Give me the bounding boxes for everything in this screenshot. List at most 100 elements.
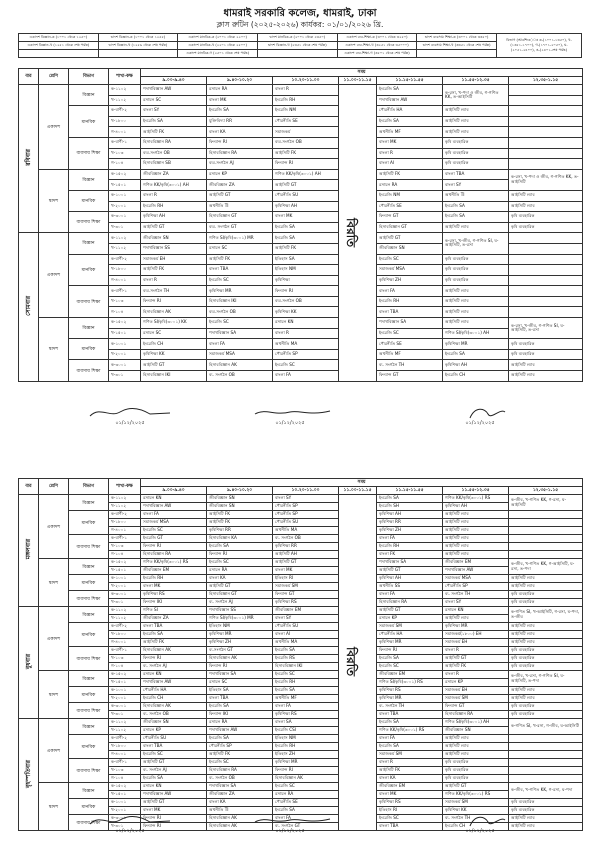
class-period: পদার্থবিজ্ঞান SA: [206, 327, 273, 340]
college-title: ধামরাই সরকারি কলেজ, ধামরাই, ঢাকা: [223, 8, 377, 19]
table-row: খ-৩০১ হিসাববিজ্ঞান IKI ব্য. সংগঠন OB বাংলা …: [19, 370, 584, 382]
table-row: খ-১১০২ পদার্থবিজ্ঞান SS রসায়ন SC আইসিটি FK…: [19, 242, 584, 255]
class-period: আইসিটি FK: [376, 168, 443, 181]
info-cell: একাদশ মানবিক-খ (২২০১ থেকে ২৫০০): [177, 41, 258, 50]
class-period: আইসিটি GT: [140, 221, 207, 234]
header-row: বার শ্রেণি বিভাগ শাখা-কক্ষ সময়: [18, 478, 584, 495]
class-cell: দ্বাদশ: [38, 558, 69, 607]
section-room: ক-বাণী-২: [108, 510, 141, 519]
class-period: ইংরেজি SC: [206, 274, 273, 287]
class-period: আইসিটি ল্যাব: [507, 574, 584, 583]
class-period: ইংরেজি SC: [272, 670, 339, 679]
table-row: মানবিক ক-১০০১ বাংলা R আইসিটি GT পৌরনীতি SU ইং…: [19, 189, 584, 213]
info-cell: একাদশ বিজ্ঞান-ক (১০০১ থেকে ১২৫০): [18, 33, 99, 42]
section-room: ক-বাণী-১: [108, 534, 141, 543]
signature-icon: [89, 407, 171, 417]
class-period: আইসিটি GT: [272, 558, 339, 567]
class-period: কৃষিশিক্ষা MR: [376, 638, 443, 647]
class-period: জীববিজ্ঞান EM: [140, 566, 207, 575]
class-period: যুক্তিবিদ্যা RR: [206, 115, 273, 128]
class-period: ইংরেজি RH: [272, 742, 339, 751]
section-room: ক-১৫০২: [108, 558, 141, 567]
table-row: গ-৪০০১ ইংরেজি SC আইসিটি FK ইতিহাস ZH সমাজকর্…: [19, 750, 584, 759]
class-period: ইংরেজি SA: [442, 211, 509, 223]
class-period: [507, 734, 584, 743]
class-period: রসায়ন SC: [140, 94, 207, 107]
section-room: ক-৩০০১: [108, 702, 141, 711]
class-period: ব্য. সংগঠন AJ: [140, 662, 207, 671]
class-period: বাংলা FA: [272, 370, 339, 382]
class-period: আইসিটি ল্যাব: [442, 285, 509, 297]
department-cell: ব্যবসায় শিক্ষা: [68, 211, 109, 234]
class-period: কৃষি ব্যবহারিক: [442, 758, 509, 767]
class-period: পদার্থবিজ্ঞান AW: [140, 678, 207, 687]
class-period: পৌরনীতি HA: [140, 686, 207, 695]
class-period: আইসিটি ল্যাব: [442, 534, 509, 543]
class-period: আইসিটি ল্যাব: [442, 614, 509, 623]
class-period: কৃষি ব্যবহারিক: [507, 662, 584, 671]
section-room: খ-১৮০০: [108, 264, 141, 276]
class-period: গণিত SI/কৃষি(৩০০১) MR: [206, 232, 273, 244]
table-row: ব্যবসায় শিক্ষা ক-৩০০১ আইসিটি GT হিসাববিজ্ঞ…: [19, 359, 584, 382]
class-period: কৃষিশিক্ষা AH: [272, 200, 339, 213]
department-cell: মানবিক: [68, 338, 109, 361]
class-period: বাংলা R: [442, 646, 509, 655]
class-period: আইসিটি ল্যাব: [442, 115, 509, 128]
column-header-section: শাখা-কক্ষ: [108, 478, 141, 495]
class-period: গণিত KK/কৃষি(৩০০১) AH: [272, 168, 339, 181]
section-room: গ-৪০০১: [108, 526, 141, 535]
table-row: খ-১৫০১ পদার্থবিজ্ঞান AW জীববিজ্ঞান ZA রসায়…: [19, 790, 583, 799]
day-name: মঙ্গলবার: [25, 539, 32, 560]
class-cell: দ্বাদশ: [38, 317, 69, 382]
department-cell: মানবিক: [68, 574, 109, 591]
section-room: খ-১৮০০: [108, 115, 141, 128]
class-period: কৃষিশিক্ষা RR: [376, 518, 443, 527]
class-period: আইসিটি GT: [376, 232, 443, 244]
class-period: আইসিটি FK: [140, 264, 207, 276]
class-period: ইংরেজি SA: [376, 84, 443, 96]
info-row: একাদশ বিজ্ঞান-ক (১০০১ থেকে ১২৫০) দ্বাদশ ব…: [18, 33, 582, 58]
section-room: খ-২০০১: [108, 348, 141, 361]
class-period: পৌরনীতি HA: [376, 105, 443, 117]
department-cell: ব্যবসায় শিক্ষা: [68, 590, 109, 607]
class-period: রসায়ন KP: [376, 614, 443, 623]
info-row: একাদশ মানবিক-গ (২৫০১ থেকে শেষ পর্যন্ত) এক…: [18, 49, 582, 58]
class-period: ইংরেজি RH: [140, 574, 207, 583]
class-period: সমাজকর্ম SM: [442, 798, 509, 807]
class-period: ইংরেজি SA: [376, 115, 443, 128]
class-period: অর্থনীতি MF: [376, 348, 443, 361]
signature-block: ০১/১২/২০২৫: [70, 404, 190, 428]
class-period: ফিন্যান্স RI: [272, 766, 339, 775]
class-period: অর্থনীতি MF: [272, 694, 339, 703]
signature-date: ০১/১২/২০২৫: [465, 420, 495, 426]
time-slot: ৯.০০-৯.৪০: [140, 76, 207, 85]
class-period: রসায়ন RA: [206, 566, 273, 575]
class-period: জীববিজ্ঞান EM: [376, 670, 443, 679]
class-period: ইংরেজি RS: [272, 654, 339, 663]
class-period: জীববিজ্ঞান SN: [376, 242, 443, 255]
class-period: [507, 774, 584, 783]
class-period: কৃষিশিক্ষা MR: [206, 285, 273, 297]
class-period: আইসিটি ল্যাব: [442, 295, 509, 308]
section-room: খ-১৫০১: [108, 179, 141, 191]
time-slot: ১১.৫৫-১২.৩৫: [442, 76, 509, 85]
class-period: কৃষি ব্যবহারিক: [442, 158, 509, 170]
info-cell: একাদশ মানবিক-ক (২০০১ থেকে ২২০০): [177, 33, 258, 42]
section-room: খ-৩০১: [108, 221, 141, 234]
class-period: [507, 526, 584, 535]
table-row: খ-১৫০১ রসায়ন SC পদার্থবিজ্ঞান SA বাংলা R ইং…: [19, 327, 583, 340]
class-period: বাংলা FA: [376, 590, 443, 599]
section-room: খ-২০০১: [108, 200, 141, 213]
class-period: রসায়ন KN: [140, 670, 207, 679]
class-period: গণিত SI/কৃষি(৩০০১) MR: [206, 614, 273, 623]
class-period: পদার্থবিজ্ঞান AW: [140, 790, 207, 799]
time-slot: ৯.৪০-১০.২০: [206, 486, 273, 495]
class-period: আইসিটি ল্যাব: [442, 734, 509, 743]
section-room: ক-বাণী-১: [108, 646, 141, 655]
info-cell: দ্বাদশ বিজ্ঞান-খ (২৩৫১ থেকে শেষ পর্যন্ত): [256, 41, 338, 50]
class-period: ইতিহাস NM: [272, 734, 339, 743]
day-cell: সোমবার: [18, 232, 39, 382]
section-room: ক-বাণী-১: [108, 136, 141, 149]
class-period: জীববিজ্ঞান SN: [206, 494, 273, 503]
signature-date: ০১/১২/২০২৫: [275, 420, 305, 426]
